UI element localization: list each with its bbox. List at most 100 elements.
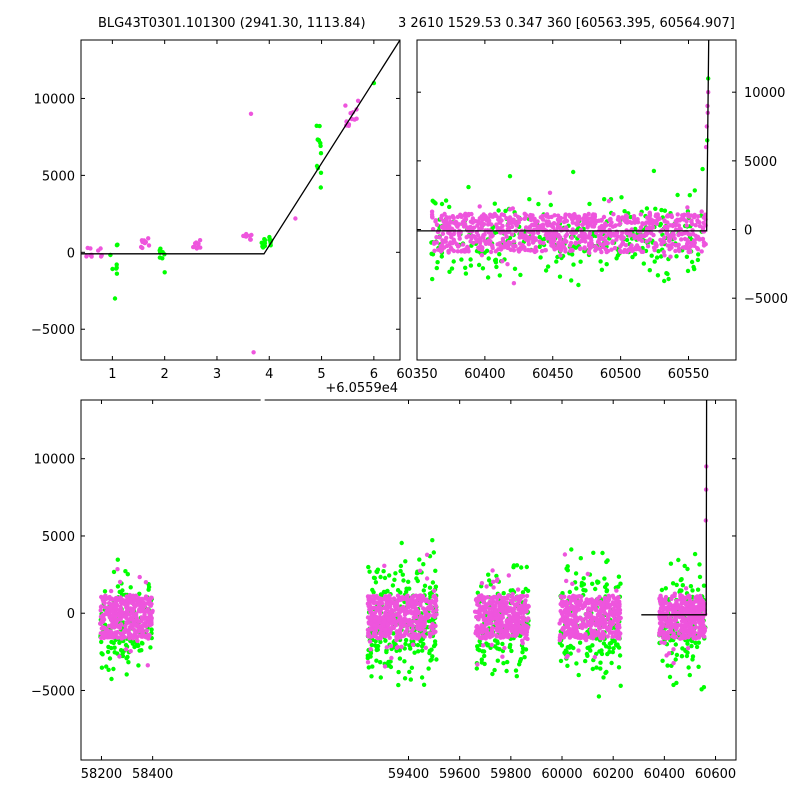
series-b-point <box>385 606 390 611</box>
series-b-point <box>692 635 698 640</box>
series-b-point <box>615 234 620 239</box>
series-b-point <box>675 212 680 217</box>
series-a-point <box>427 585 433 590</box>
series-b-point <box>415 620 420 626</box>
series-b-point <box>568 596 574 601</box>
series-b-point <box>477 635 483 641</box>
series-b-point <box>503 600 509 605</box>
series-a-point <box>115 242 120 247</box>
series-b-point <box>123 613 128 618</box>
series-a-point <box>633 226 638 232</box>
series-b-point <box>539 248 545 254</box>
series-b-point <box>673 243 679 248</box>
series-b-point <box>594 602 599 607</box>
series-b-point <box>570 581 575 586</box>
panel-bottom: 58200 58400 59400 59600 59800 60000 60200 60400… <box>31 398 737 782</box>
series-b-point <box>574 221 579 226</box>
series-a-point <box>388 659 393 664</box>
series-b-point <box>556 213 561 218</box>
series-b-point <box>606 198 612 204</box>
series-b-point <box>558 635 563 641</box>
series-b-point <box>549 214 554 220</box>
series-b-point <box>640 249 646 254</box>
series-b-point <box>574 600 580 605</box>
series-b-point <box>504 625 509 630</box>
series-b-point <box>375 616 380 621</box>
series-b-point <box>136 628 141 633</box>
series-b-point <box>525 625 531 630</box>
left-plot-title: BLG43T0301.101300 (2941.30, 1113.84) <box>98 16 366 31</box>
series-b-point <box>505 243 510 248</box>
series-a-point <box>451 259 456 264</box>
series-b-point <box>555 217 561 222</box>
series-a-point <box>382 575 388 581</box>
series-b-point <box>523 605 528 611</box>
series-b-point <box>610 630 615 636</box>
series-b-point <box>148 621 153 627</box>
series-b-point <box>589 607 594 613</box>
series-a-point <box>693 640 698 646</box>
series-b-point <box>503 231 508 236</box>
series-a-point <box>447 204 452 210</box>
series-b-point <box>582 231 587 237</box>
series-b-point <box>101 632 107 638</box>
series-a-point <box>123 642 129 648</box>
series-a-point <box>654 255 660 260</box>
series-b-point <box>98 621 103 626</box>
series-a-point <box>439 201 445 207</box>
series-a-point <box>160 256 165 261</box>
series-b-point <box>668 617 673 622</box>
series-b-point <box>696 214 701 219</box>
series-a-point <box>511 565 516 570</box>
series-b-point <box>490 233 495 238</box>
series-a-point <box>494 264 499 270</box>
series-b-point <box>479 581 485 586</box>
series-b-point <box>576 648 581 653</box>
series-a-point <box>611 646 616 651</box>
series-b-point <box>382 619 387 624</box>
series-b-point <box>106 601 112 606</box>
series-a-point <box>696 664 701 669</box>
series-b-point <box>581 218 586 224</box>
series-b-point <box>507 207 513 212</box>
series-b-point <box>464 235 469 240</box>
series-b-point <box>681 630 686 636</box>
series-b-point <box>573 615 579 621</box>
series-b-point <box>127 631 132 636</box>
series-a-point <box>615 642 620 647</box>
series-a-point <box>574 586 579 591</box>
series-b-point <box>500 654 505 659</box>
series-a-point <box>644 206 650 211</box>
series-b-point <box>513 633 518 639</box>
series-b-point <box>348 111 353 116</box>
series-b-point <box>558 608 563 614</box>
series-b-point <box>485 222 491 227</box>
series-a-point <box>685 268 691 274</box>
series-a-point <box>568 643 573 649</box>
series-b-point <box>505 223 510 228</box>
series-a-point <box>102 589 108 594</box>
series-a-point <box>616 574 622 579</box>
series-b-point <box>475 223 480 228</box>
series-b-point <box>434 222 440 227</box>
series-b-point <box>463 249 468 254</box>
series-a-point <box>674 652 680 658</box>
series-a-point <box>118 648 124 653</box>
series-b-point <box>592 654 597 660</box>
series-b-point <box>583 612 589 617</box>
series-b-point <box>366 621 372 626</box>
series-a-point <box>369 642 374 648</box>
series-a-point <box>99 665 105 670</box>
series-b-point <box>147 602 152 607</box>
x-tick-label: 59800 <box>490 767 531 782</box>
series-b-point <box>593 632 598 638</box>
series-b-point <box>689 218 694 223</box>
series-b-point <box>660 623 665 629</box>
series-b-point <box>610 600 616 605</box>
series-a-point <box>537 234 542 240</box>
series-a-point <box>694 644 700 650</box>
series-b-point <box>475 662 480 667</box>
series-b-point <box>106 623 112 629</box>
x-tick-label: 4 <box>265 367 273 382</box>
series-a-point <box>663 586 668 591</box>
